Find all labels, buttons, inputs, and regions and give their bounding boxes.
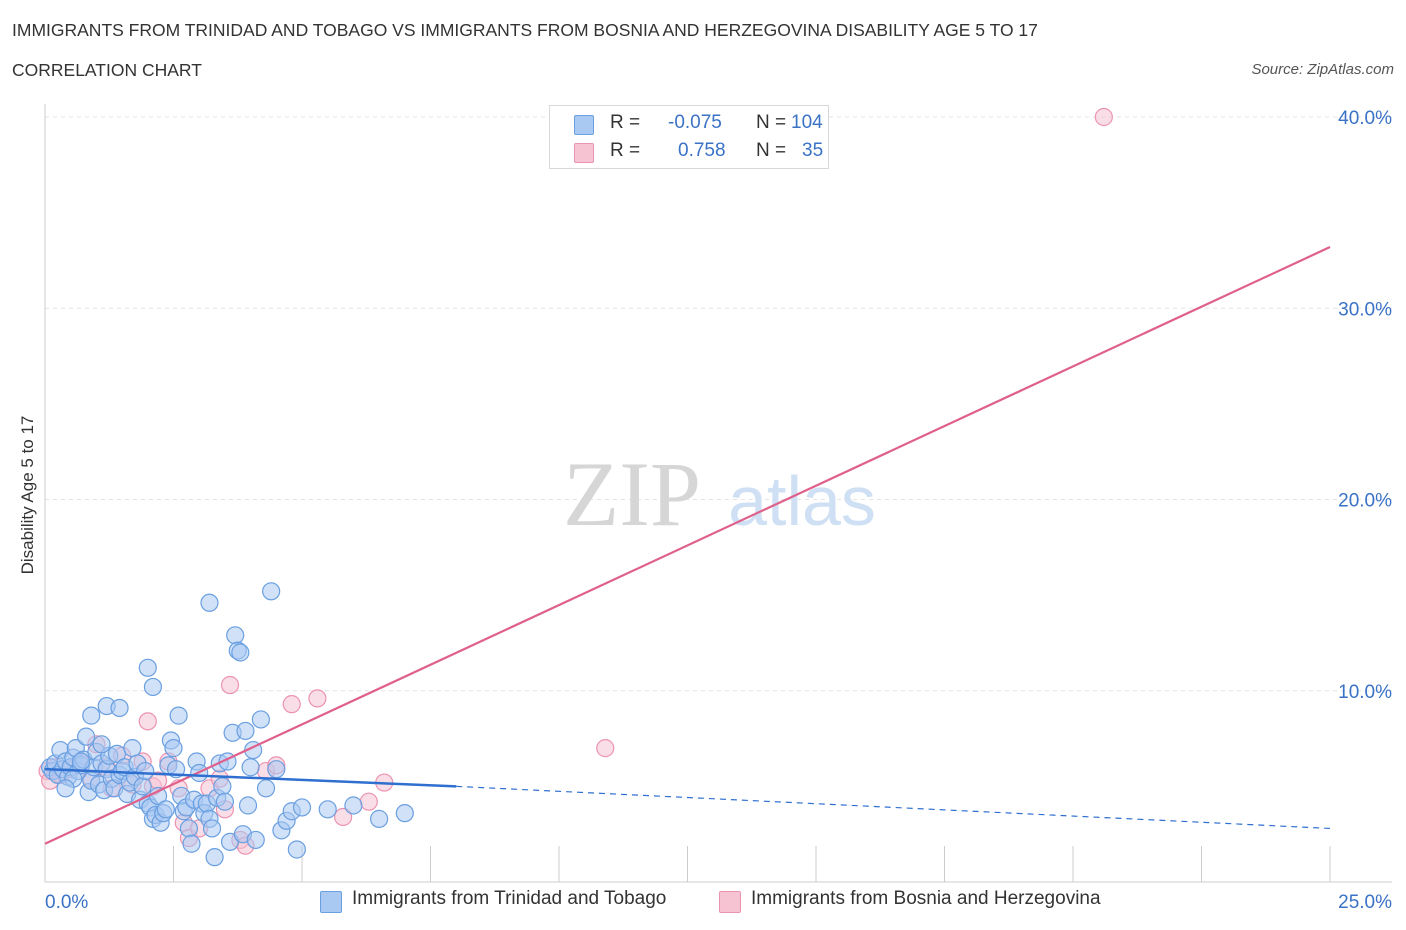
- x-tick-label: 25.0%: [1338, 892, 1392, 913]
- legend-r-label: R =: [610, 112, 641, 133]
- series1-point: [241, 758, 260, 777]
- series1-point: [136, 761, 155, 781]
- series2-point: [334, 807, 353, 827]
- stats-legend: R = -0.075 N = 104 R = 0.758 N = 35: [549, 105, 829, 169]
- series1-point: [344, 796, 363, 815]
- series1-point: [213, 777, 232, 796]
- series1-point: [143, 677, 163, 697]
- series1-point: [292, 798, 312, 817]
- series1-point: [231, 643, 250, 662]
- series1-point: [110, 698, 129, 718]
- series1-point: [236, 721, 255, 741]
- series1-trend-extension: [456, 785, 1331, 830]
- series1-points: [41, 582, 414, 867]
- y-tick-label: 30.0%: [1338, 299, 1392, 320]
- series1-point: [215, 792, 234, 811]
- y-axis-label: Disability Age 5 to 17: [18, 415, 37, 575]
- series1-point: [238, 796, 258, 815]
- series2-point: [220, 675, 240, 695]
- series1-point: [262, 582, 281, 601]
- chart-subtitle: CORRELATION CHART: [12, 60, 202, 80]
- series1-point: [133, 777, 152, 796]
- watermark: ZIP atlas: [563, 443, 876, 545]
- legend-n-label: N =: [756, 112, 787, 133]
- series1-point: [123, 739, 142, 758]
- series1-point: [179, 819, 199, 838]
- series2-point: [596, 739, 615, 758]
- series2-point: [308, 689, 327, 708]
- watermark-atlas: atlas: [728, 462, 876, 540]
- x-tick-label: 0.0%: [45, 892, 88, 913]
- legend-r-value-series1: -0.075: [668, 112, 722, 133]
- series1-point: [395, 804, 414, 823]
- series1-point: [205, 848, 224, 867]
- axes: [44, 104, 1392, 883]
- series1-point: [182, 834, 201, 853]
- y-tick-label: 20.0%: [1338, 491, 1392, 512]
- trend-lines: [44, 246, 1331, 845]
- series1-point: [77, 727, 96, 746]
- chart-title: IMMIGRANTS FROM TRINIDAD AND TOBAGO VS I…: [12, 20, 1038, 40]
- series1-point: [92, 735, 111, 754]
- series1-point: [156, 800, 175, 819]
- series1-point: [226, 626, 245, 645]
- series1-trend-line: [44, 767, 457, 788]
- gridlines: [45, 116, 1392, 692]
- legend-swatch-series1: [574, 115, 594, 135]
- series1-point: [370, 809, 389, 828]
- legend-n-value-series2: 35: [802, 140, 824, 161]
- legend-swatch-series2: [574, 143, 594, 163]
- series1-point: [202, 819, 222, 838]
- series2-point: [1094, 107, 1113, 127]
- watermark-zip: ZIP: [563, 443, 701, 545]
- source-label: Source: ZipAtlas.com: [1251, 61, 1394, 78]
- series1-point: [318, 800, 337, 819]
- series1-point: [169, 706, 188, 725]
- series2-point: [359, 792, 378, 811]
- bottom-legend-label-series1: Immigrants from Trinidad and Tobago: [352, 888, 667, 909]
- legend-r-value-series2: 0.758: [678, 140, 726, 161]
- legend-n-label: N =: [756, 140, 787, 161]
- series2-trend-line: [44, 246, 1331, 845]
- y-tick-label: 40.0%: [1338, 108, 1392, 129]
- series1-point: [246, 830, 265, 850]
- legend-n-value-series1: 104: [791, 112, 823, 133]
- series1-point: [256, 779, 276, 798]
- series1-point: [251, 710, 270, 729]
- series1-point: [71, 752, 91, 771]
- series1-point: [56, 779, 75, 798]
- series2-point: [138, 712, 157, 731]
- bottom-legend-swatch-series1: [320, 891, 342, 913]
- bottom-legend-label-series2: Immigrants from Bosnia and Herzegovina: [751, 888, 1101, 909]
- series1-point: [267, 760, 286, 779]
- bottom-legend-swatch-series2: [719, 891, 741, 913]
- series1-point: [82, 706, 101, 725]
- series1-point: [164, 739, 183, 758]
- series2-point: [282, 695, 301, 714]
- legend-r-label: R =: [610, 140, 641, 161]
- series1-point: [138, 658, 157, 677]
- series1-point: [287, 840, 306, 859]
- tick-labels: 10.0% 20.0% 30.0% 40.0% 0.0% 25.0%: [45, 108, 1392, 913]
- y-tick-label: 10.0%: [1338, 682, 1392, 703]
- series1-point: [200, 593, 219, 612]
